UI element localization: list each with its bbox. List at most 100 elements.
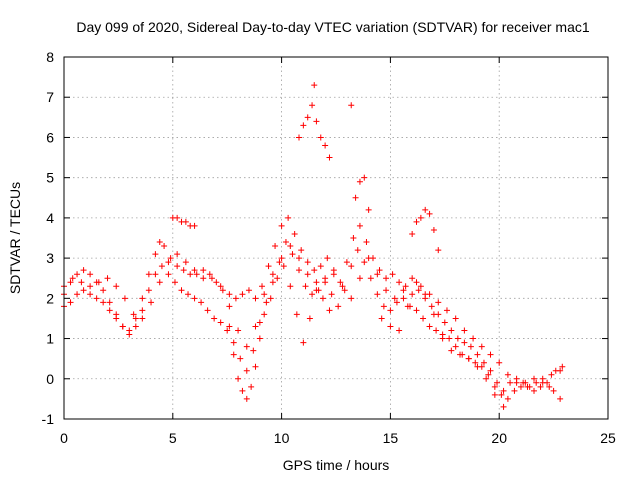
y-tick-label: 4 (46, 210, 54, 226)
data-point-marker (474, 363, 481, 370)
data-point-marker (446, 335, 453, 342)
data-point-marker (383, 275, 390, 282)
data-point-marker (198, 299, 205, 306)
data-point-marker (252, 363, 259, 370)
data-point-marker (341, 287, 348, 294)
data-point-marker (287, 283, 294, 290)
data-point-marker (296, 134, 303, 141)
data-point-marker (430, 311, 437, 318)
data-point-marker (248, 383, 255, 390)
data-point-marker (420, 315, 427, 322)
data-point-marker (309, 291, 316, 298)
data-point-marker (206, 271, 213, 278)
data-point-marker (219, 287, 226, 294)
data-point-marker (404, 303, 411, 310)
y-tick-label: 7 (46, 89, 54, 105)
y-axis-label: SDTVAR / TECUs (7, 182, 23, 294)
data-point-marker (178, 287, 185, 294)
data-point-marker (261, 311, 268, 318)
data-point-marker (185, 291, 192, 298)
y-tick-label: 5 (46, 170, 54, 186)
data-point-marker (348, 295, 355, 302)
data-point-marker (400, 287, 407, 294)
data-point-marker (139, 295, 146, 302)
data-point-marker (491, 383, 498, 390)
data-point-marker (285, 214, 292, 221)
data-point-marker (417, 214, 424, 221)
data-point-marker (496, 359, 503, 366)
data-point-marker (145, 271, 152, 278)
data-point-marker (380, 303, 387, 310)
data-point-marker (287, 243, 294, 250)
y-tick-label: -1 (42, 411, 55, 427)
data-point-marker (409, 275, 416, 282)
data-point-marker (483, 375, 490, 382)
data-point-marker (261, 291, 268, 298)
y-tick-label: 3 (46, 250, 54, 266)
data-point-marker (278, 255, 285, 262)
data-point-marker (531, 375, 538, 382)
data-point-marker (191, 267, 198, 274)
data-point-marker (396, 279, 403, 286)
data-point-marker (167, 255, 174, 262)
x-tick-label: 5 (169, 430, 177, 446)
data-point-marker (480, 359, 487, 366)
data-point-marker (328, 291, 335, 298)
data-point-marker (313, 118, 320, 125)
data-point-marker (559, 363, 566, 370)
data-point-marker (243, 343, 250, 350)
data-point-marker (311, 82, 318, 89)
data-point-marker (87, 291, 94, 298)
data-point-marker (161, 243, 168, 250)
data-point-marker (356, 275, 363, 282)
data-point-marker (383, 287, 390, 294)
data-point-marker (457, 351, 464, 358)
data-point-marker (217, 283, 224, 290)
data-point-marker (537, 383, 544, 390)
data-point-marker (78, 279, 85, 286)
data-point-marker (415, 287, 422, 294)
data-point-marker (474, 351, 481, 358)
data-point-marker (533, 379, 540, 386)
data-point-marker (293, 311, 300, 318)
data-point-marker (224, 327, 231, 334)
data-point-marker (343, 259, 350, 266)
data-point-marker (461, 327, 468, 334)
data-point-marker (180, 267, 187, 274)
data-point-marker (204, 307, 211, 314)
x-tick-label: 10 (274, 430, 290, 446)
data-point-marker (487, 351, 494, 358)
data-point-marker (256, 319, 263, 326)
data-point-marker (454, 335, 461, 342)
data-point-marker (461, 339, 468, 346)
data-point-marker (400, 295, 407, 302)
data-point-marker (298, 247, 305, 254)
y-tick-label: 2 (46, 290, 54, 306)
data-point-marker (354, 247, 361, 254)
data-point-marker (278, 222, 285, 229)
data-point-marker (422, 291, 429, 298)
data-point-marker (387, 307, 394, 314)
data-point-marker (87, 271, 94, 278)
data-point-marker (326, 154, 333, 161)
data-point-marker (435, 247, 442, 254)
data-point-marker (187, 271, 194, 278)
data-point-marker (426, 323, 433, 330)
data-point-marker (263, 299, 270, 306)
data-point-marker (289, 251, 296, 258)
data-point-marker (361, 174, 368, 181)
x-tick-label: 25 (600, 430, 616, 446)
data-point-marker (235, 375, 242, 382)
data-point-marker (422, 206, 429, 213)
data-point-marker (182, 259, 189, 266)
data-point-marker (217, 319, 224, 326)
y-tick-label: 8 (46, 49, 54, 65)
data-point-marker (104, 275, 111, 282)
data-point-marker (478, 343, 485, 350)
data-point-marker (443, 307, 450, 314)
data-point-marker (113, 315, 120, 322)
data-point-marker (389, 271, 396, 278)
data-point-marker (487, 367, 494, 374)
data-point-marker (250, 347, 257, 354)
